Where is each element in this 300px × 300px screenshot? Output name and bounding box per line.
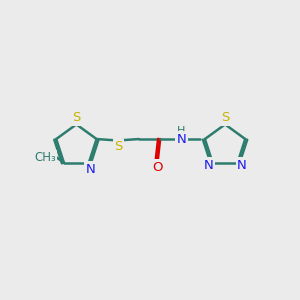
Text: N: N bbox=[237, 159, 247, 172]
Text: N: N bbox=[85, 163, 95, 176]
Text: S: S bbox=[72, 111, 81, 124]
Text: CH₃: CH₃ bbox=[34, 152, 56, 164]
Text: S: S bbox=[221, 111, 229, 124]
Text: H: H bbox=[177, 126, 185, 136]
Text: S: S bbox=[114, 140, 122, 154]
Text: N: N bbox=[203, 159, 213, 172]
Text: O: O bbox=[152, 161, 163, 174]
Text: N: N bbox=[176, 133, 186, 146]
